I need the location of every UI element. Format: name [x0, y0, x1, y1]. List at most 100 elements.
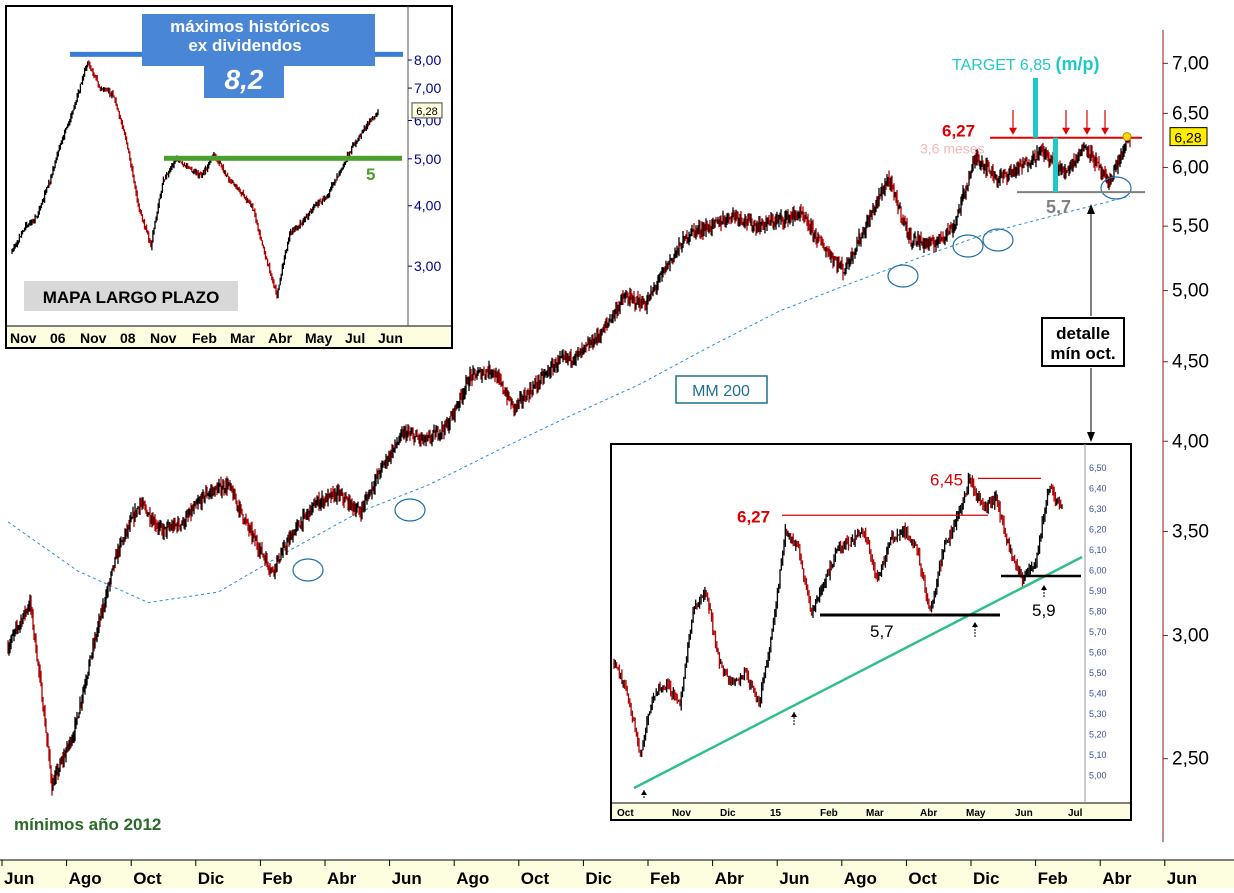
- inset-detail-y-tick-label: 6,00: [1089, 566, 1107, 576]
- inset-lt-max-value-box: [204, 62, 284, 98]
- inset-lt-title: MAPA LARGO PLAZO: [43, 288, 220, 307]
- last-price-box: [1169, 127, 1208, 147]
- target-bar: [1033, 77, 1038, 138]
- inset-lt-x-tick-label: 06: [50, 330, 66, 346]
- target-label-main: TARGET 6,85: [952, 57, 1055, 74]
- inset-detail-y-tick-label: 5,10: [1089, 750, 1107, 760]
- inset-detail-touch-arrow-head: [641, 790, 647, 795]
- main-y-tick-label: 7,00: [1172, 53, 1209, 74]
- inset-lt-price-series: [11, 60, 379, 299]
- main-y-tick-label: 2,50: [1172, 749, 1209, 770]
- inset-lt-title-box: [24, 281, 238, 311]
- inset-detail-x-tick-label: 15: [770, 808, 782, 819]
- main-x-tick-label: Jun: [779, 869, 809, 888]
- inset-detail-resistance-high-label: 6,45: [930, 470, 963, 489]
- inset-detail-x-tick-label: Nov: [672, 808, 691, 819]
- low-circle: [1100, 176, 1132, 200]
- inset-detail-y-tick-label: 6,30: [1089, 504, 1107, 514]
- inset-lt-y-tick-label: 4,00: [414, 198, 441, 214]
- inset-detail-trendline: [633, 555, 1083, 790]
- main-x-axis-band: [0, 860, 1234, 888]
- inset-detail-y-tick-label: 5,70: [1089, 627, 1107, 637]
- duration-label: 3,6 meses: [920, 141, 985, 157]
- target-bar: [1053, 137, 1058, 193]
- main-x-tick-label: Abr: [715, 869, 745, 888]
- detail-box: [1041, 317, 1125, 367]
- main-y-tick-label: 3,50: [1172, 521, 1209, 542]
- detail-arrow-up-head: [1087, 204, 1095, 214]
- inset-lt-x-tick-label: Jun: [378, 330, 403, 346]
- resistance-arrow-head: [1009, 127, 1017, 135]
- ma200-line: [7, 195, 1131, 604]
- inset-detail-y-tick-label: 6,10: [1089, 545, 1107, 555]
- main-x-tick-label: Ago: [844, 869, 877, 888]
- main-x-tick-label: Feb: [262, 869, 292, 888]
- inset-detail-resistance-low-label: 6,27: [737, 507, 770, 526]
- inset-detail-x-tick-label: Abr: [920, 808, 937, 819]
- inset-detail-y-tick-label: 5,40: [1089, 689, 1107, 699]
- inset-detail-support-a-label: 5,7: [870, 622, 894, 641]
- inset-lt-max-box: [142, 14, 375, 66]
- main-y-tick-label: 6,00: [1172, 157, 1209, 178]
- main-y-tick-label: 4,00: [1172, 431, 1209, 452]
- main-x-tick-label: Oct: [521, 869, 550, 888]
- inset-detail-y-tick-label: 6,50: [1089, 463, 1107, 473]
- inset-detail-y-tick-label: 5,80: [1089, 607, 1107, 617]
- inset-detail-y-tick-label: 6,40: [1089, 484, 1107, 494]
- ma-label-box: [675, 375, 768, 404]
- inset-lt-y-tick-label: 3,00: [414, 258, 441, 274]
- inset-lt-last-label: 6,28: [416, 106, 437, 118]
- inset-lt-max-line1: máximos históricos: [170, 17, 330, 36]
- low-2012-label: mínimos año 2012: [14, 815, 161, 834]
- inset-lt-max-line2: ex dividendos: [188, 36, 301, 55]
- inset-lt-x-tick-label: Nov: [80, 330, 107, 346]
- last-price-label: 6,28: [1174, 130, 1201, 146]
- inset-detail-y-tick-label: 5,00: [1089, 771, 1107, 781]
- ma-label: MM 200: [692, 383, 750, 400]
- inset-detail-x-tick-label: Mar: [866, 808, 884, 819]
- inset-lt-max-value: 8,2: [225, 64, 264, 95]
- main-x-tick-label: Dic: [973, 869, 999, 888]
- inset-detail-price-series: [613, 472, 1063, 757]
- inset-detail-frame: [610, 443, 1132, 821]
- inset-detail-y-tick-label: 6,20: [1089, 525, 1107, 535]
- main-x-tick-label: Feb: [650, 869, 680, 888]
- main-x-tick-label: Abr: [327, 869, 357, 888]
- last-price-dot: [1122, 132, 1132, 142]
- main-x-tick-label: Feb: [1038, 869, 1068, 888]
- inset-lt-x-tick-label: 08: [120, 330, 136, 346]
- main-y-tick-label: 4,50: [1172, 352, 1209, 373]
- target-label-paren: (m/p): [1055, 54, 1099, 74]
- inset-lt-y-tick-label: 5,00: [414, 151, 441, 167]
- resistance-arrow-head: [1062, 127, 1070, 135]
- support-label: 5,7: [1046, 197, 1071, 217]
- inset-lt-x-tick-label: Nov: [150, 330, 177, 346]
- inset-detail-x-tick-label: Feb: [820, 808, 838, 819]
- main-y-tick-label: 5,50: [1172, 216, 1209, 237]
- inset-detail-touch-arrow-head: [972, 622, 978, 627]
- inset-lt-level-line: [164, 155, 402, 161]
- inset-lt-x-tick-label: Nov: [10, 330, 37, 346]
- low-circle: [982, 228, 1014, 252]
- detail-line-2: mín oct.: [1050, 344, 1115, 363]
- main-y-tick-label: 6,50: [1172, 103, 1209, 124]
- low-circle: [952, 234, 984, 258]
- resistance-arrow-head: [1101, 127, 1109, 135]
- inset-detail-xband: [612, 803, 1130, 819]
- main-x-tick-label: Ago: [456, 869, 489, 888]
- inset-detail-y-tick-label: 5,60: [1089, 648, 1107, 658]
- inset-lt-x-tick-label: Feb: [192, 330, 217, 346]
- detail-arrow-down-head: [1087, 432, 1095, 442]
- inset-lt-x-tick-label: May: [305, 330, 332, 346]
- main-x-tick-label: Jun: [4, 869, 34, 888]
- low-circle: [292, 558, 324, 582]
- low-circle: [394, 498, 426, 522]
- main-x-tick-label: Jun: [1167, 869, 1197, 888]
- inset-detail-touch-arrow-head: [791, 712, 797, 717]
- main-x-tick-label: Jun: [392, 869, 422, 888]
- main-price-series: [7, 134, 1131, 796]
- inset-lt-x-tick-label: Mar: [230, 330, 255, 346]
